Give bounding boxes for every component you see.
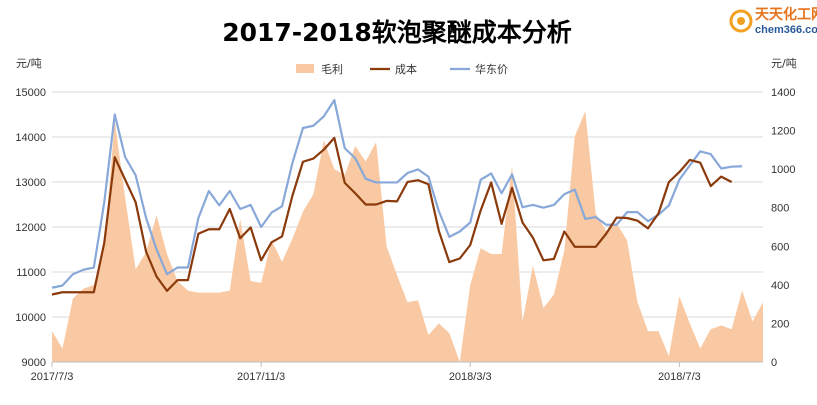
left-tick-label: 14000 bbox=[15, 132, 46, 144]
chart-title: 2017-2018软泡聚醚成本分析 bbox=[222, 18, 572, 47]
right-tick-label: 600 bbox=[771, 241, 789, 253]
left-tick-label: 9000 bbox=[22, 357, 46, 369]
logo-icon bbox=[729, 9, 753, 33]
x-tick-label: 2018/3/3 bbox=[449, 371, 492, 383]
legend-label: 华东价 bbox=[475, 62, 508, 76]
x-tick-label: 2017/7/3 bbox=[31, 371, 74, 383]
left-tick-label: 13000 bbox=[15, 177, 46, 189]
axes: 9000 10000 11000 12000 13000 14000 15000 0 200 40… bbox=[15, 87, 795, 383]
line-series bbox=[51, 98, 743, 296]
left-tick-label: 12000 bbox=[15, 222, 46, 234]
left-tick-label: 15000 bbox=[15, 87, 46, 99]
left-tick-label: 11000 bbox=[16, 267, 46, 279]
right-tick-label: 1200 bbox=[771, 126, 795, 138]
logo-text-en: chem366.com bbox=[755, 24, 817, 36]
right-tick-label: 1000 bbox=[771, 164, 795, 176]
legend-label: 毛利 bbox=[321, 63, 343, 76]
right-tick-label: 400 bbox=[771, 280, 789, 292]
left-tick-label: 10000 bbox=[15, 312, 46, 324]
right-tick-label: 200 bbox=[771, 318, 789, 330]
right-axis-unit: 元/吨 bbox=[771, 57, 797, 70]
right-tick-label: 1400 bbox=[771, 87, 795, 99]
logo-text-cn: 天天化工网 bbox=[755, 6, 817, 23]
margin-area-series bbox=[52, 111, 763, 362]
legend: 毛利 成本 华东价 bbox=[296, 62, 508, 76]
series-line-east-china-price bbox=[51, 98, 743, 289]
series-line-cost bbox=[51, 136, 733, 296]
x-tick-label: 2018/7/3 bbox=[658, 371, 701, 383]
logo-icon-core bbox=[737, 17, 745, 25]
right-tick-label: 0 bbox=[771, 357, 777, 369]
series-area-margin bbox=[52, 111, 763, 362]
legend-label: 成本 bbox=[395, 62, 417, 76]
right-tick-label: 800 bbox=[771, 203, 789, 215]
legend-swatch-area bbox=[296, 64, 314, 73]
logo: 天天化工网 chem366.com bbox=[729, 6, 817, 36]
left-axis-unit: 元/吨 bbox=[16, 57, 42, 70]
x-tick-label: 2017/11/3 bbox=[237, 371, 285, 383]
